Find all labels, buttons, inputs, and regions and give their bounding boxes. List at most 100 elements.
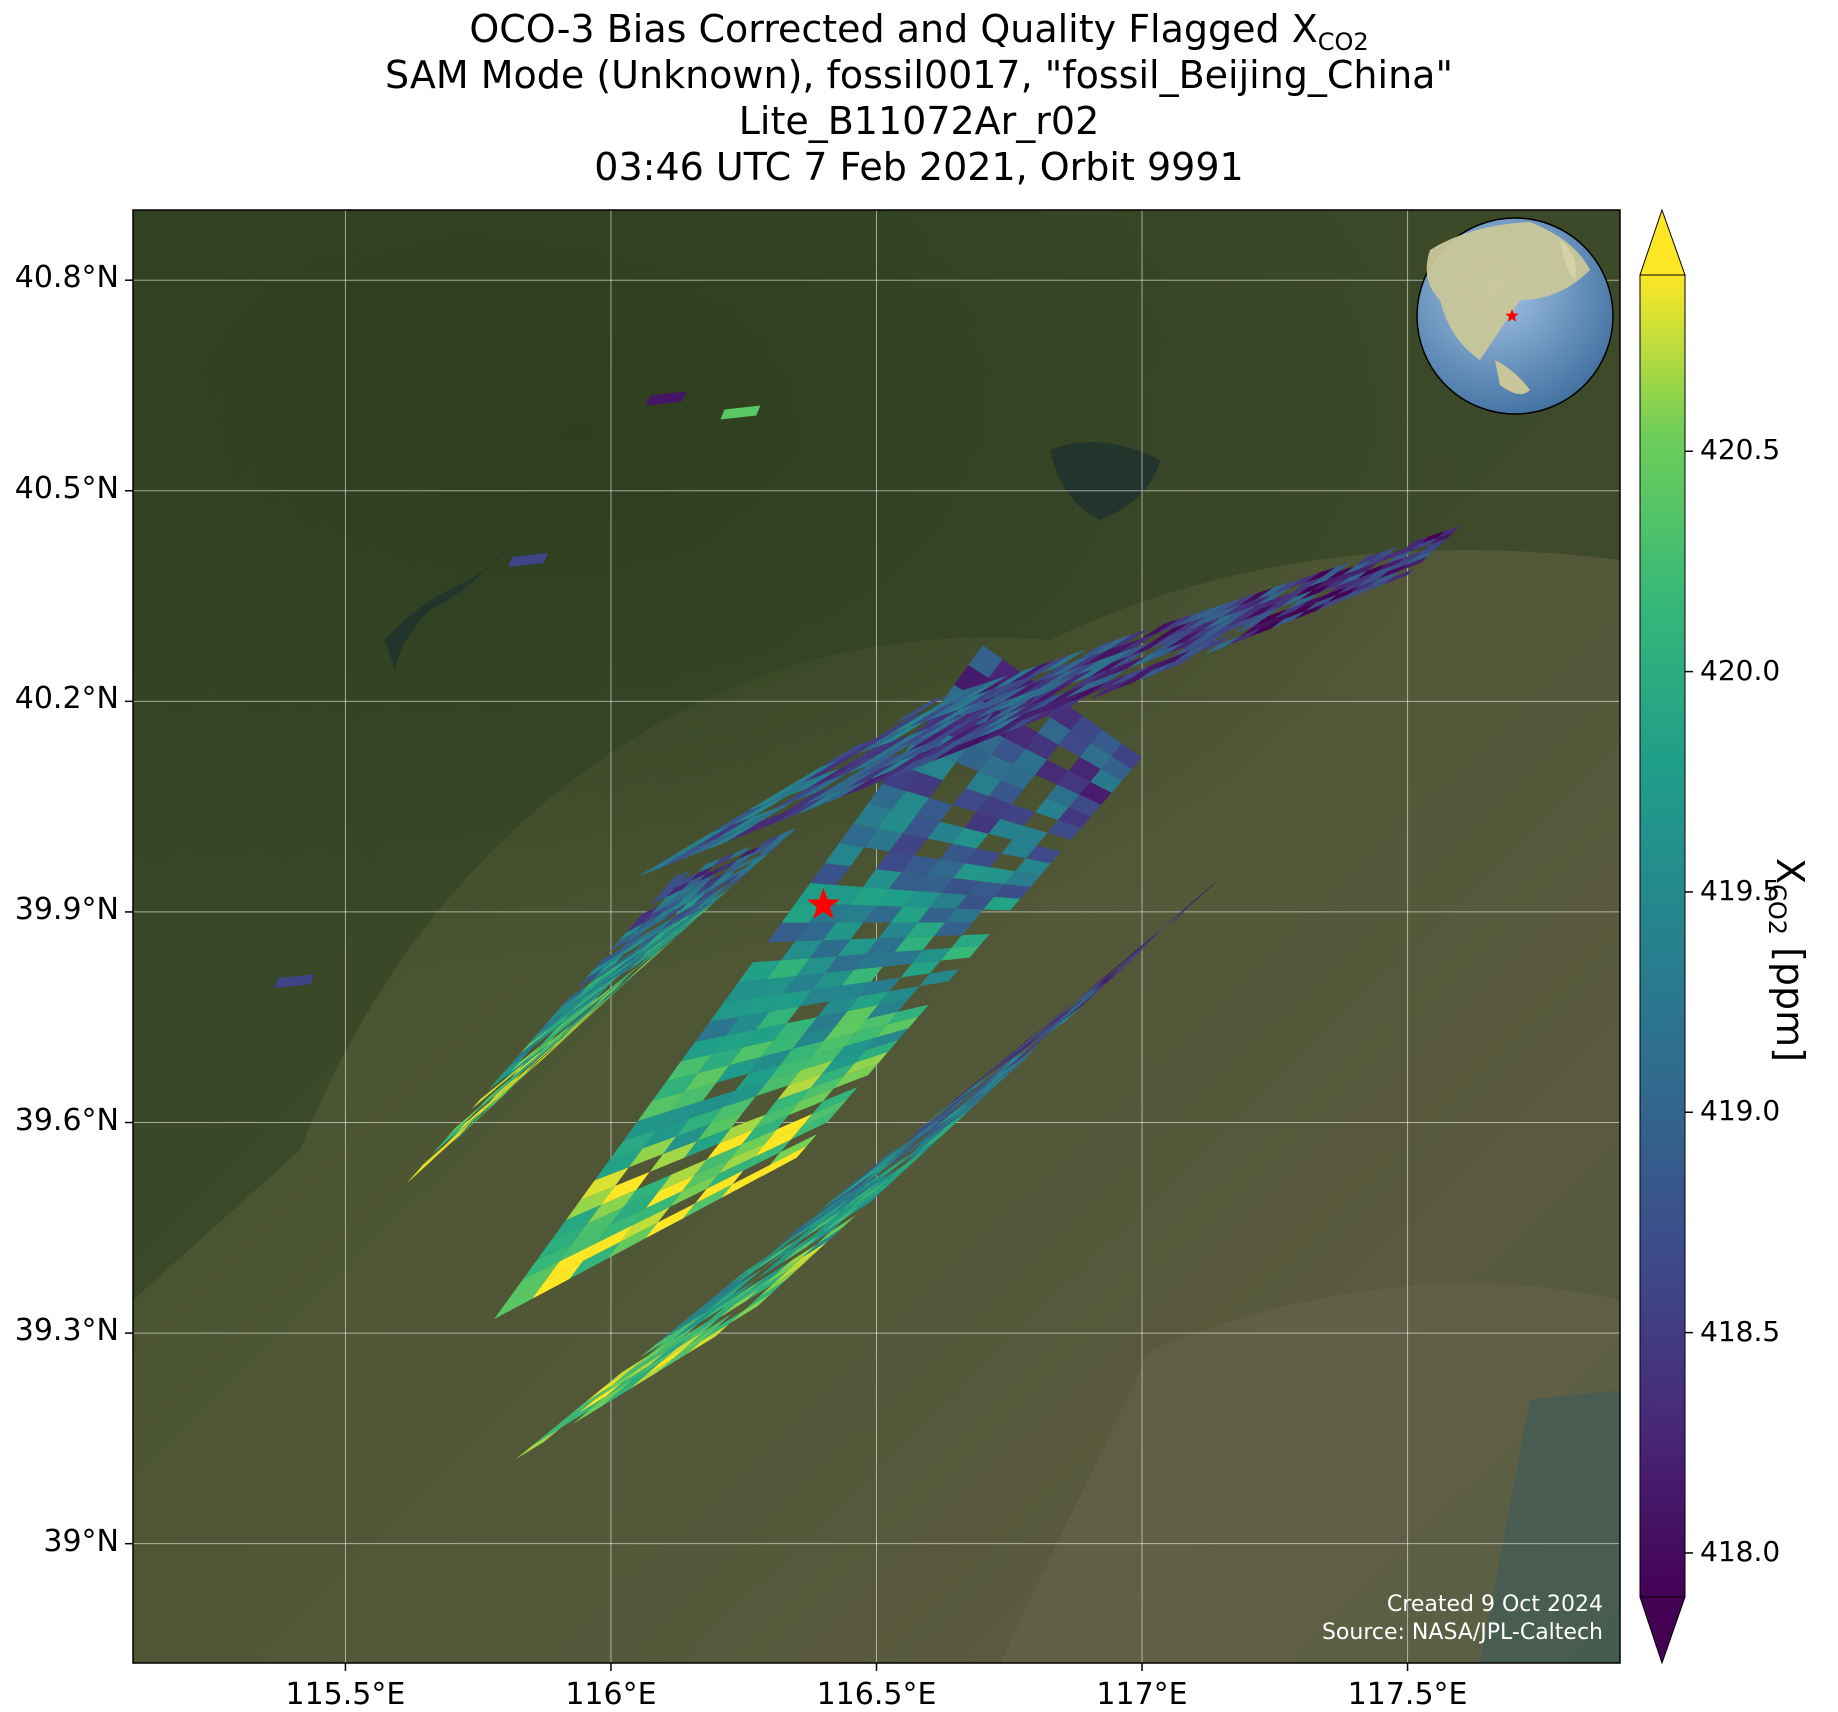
- xco2-pixel: [595, 1368, 640, 1400]
- title-line-4: 03:46 UTC 7 Feb 2021, Orbit 9991: [594, 145, 1244, 189]
- xco2-pixel: [1190, 603, 1227, 622]
- xco2-pixel: [755, 1070, 801, 1097]
- xco2-pixel: [927, 718, 975, 744]
- xco2-pixel: [698, 888, 724, 907]
- xco2-pixel: [440, 1119, 474, 1151]
- xco2-pixel: [890, 1128, 928, 1157]
- xco2-pixel: [656, 1313, 699, 1344]
- xco2-pixel: [742, 1023, 787, 1048]
- xco2-pixel: [861, 1155, 900, 1185]
- xco2-pixel: [874, 1163, 913, 1192]
- xco2-pixel: [781, 902, 823, 923]
- xco2-pixel: [570, 994, 600, 1020]
- xco2-pixel: [1370, 570, 1400, 586]
- xco2-pixel: [1294, 602, 1328, 620]
- xco2-pixel: [1026, 845, 1061, 864]
- colorbar-ticks: [1685, 450, 1693, 1554]
- xco2-pixel: [960, 683, 1009, 709]
- xco2-pixel: [723, 1267, 764, 1298]
- xco2-pixel: [860, 734, 912, 761]
- xco2-pixel: [866, 1165, 904, 1194]
- xco2-pixel: [855, 1039, 899, 1063]
- xco2-pixel: [911, 708, 961, 735]
- xco2-pixel: [1047, 820, 1082, 840]
- xco2-pixel: [647, 930, 675, 952]
- xco2-pixel: [891, 790, 930, 816]
- xco2-pixel: [775, 827, 797, 840]
- xco2-pixel: [997, 1046, 1031, 1074]
- xco2-pixel: [608, 950, 635, 972]
- xco2-pixel: [855, 1011, 898, 1033]
- xco2-pixel: [744, 1280, 786, 1311]
- xco2-pixel: [1090, 678, 1132, 700]
- xco2-pixel: [735, 862, 759, 878]
- xco2-pixel: [1166, 629, 1204, 649]
- xco2-pixel: [1063, 993, 1096, 1021]
- xco2-pixel: [563, 1009, 595, 1037]
- xco2-pixel: [471, 1080, 503, 1110]
- xco2-pixel: [1022, 703, 1066, 726]
- xco2-pixel: [790, 1212, 830, 1242]
- xco2-pixel: [1294, 580, 1326, 597]
- xco2-pixel: [652, 1073, 699, 1101]
- xco2-pixel: [782, 785, 836, 813]
- xco2-pixel: [1032, 675, 1076, 698]
- xco2-pixel: [756, 1249, 797, 1280]
- xco2-pixel: [1287, 592, 1320, 609]
- xco2-pixel: [719, 1114, 766, 1144]
- xco2-pixel: [903, 890, 942, 908]
- xco2-pixel: [838, 733, 892, 761]
- xco2-pixel: [1276, 586, 1309, 604]
- xco2-pixel: [1362, 577, 1393, 593]
- xco2-pixel: [1147, 636, 1186, 656]
- xco2-pixel: [1258, 593, 1291, 610]
- xco2-pixel: [1112, 641, 1152, 663]
- xco2-pixel: [954, 728, 1001, 753]
- xco2-pixel: [927, 821, 965, 844]
- xco2-pixel: [690, 866, 714, 881]
- xco2-pixel: [1221, 605, 1257, 623]
- xco2-pixel: [710, 1096, 756, 1125]
- xco2-pixel: [926, 695, 976, 721]
- xco2-pixel: [684, 880, 709, 897]
- xco2-pixel: [1157, 613, 1196, 634]
- xco2-pixel: [414, 1141, 449, 1175]
- xco2-pixel: [586, 1370, 630, 1402]
- xco2-pixel: [991, 1042, 1026, 1070]
- plot-title: OCO-3 Bias Corrected and Quality Flagged…: [0, 6, 1838, 190]
- xco2-pixel: [956, 1070, 992, 1099]
- map-area[interactable]: [133, 210, 1620, 1663]
- xco2-pixel: [874, 1142, 911, 1171]
- xco2-pixel: [582, 993, 614, 1022]
- xco2-pixel: [447, 1106, 480, 1137]
- marker-layer: [807, 887, 840, 919]
- xco2-pixel: [717, 877, 743, 895]
- xco2-pixel: [1395, 543, 1421, 557]
- xco2-pixel: [894, 1128, 931, 1157]
- xco2-pixel: [769, 1134, 818, 1165]
- xco2-pixel: [1153, 650, 1191, 670]
- xco2-pixel: [812, 1207, 852, 1237]
- xco2-pixel: [787, 768, 841, 797]
- xco2-pixel: [844, 1051, 889, 1076]
- xco2-pixel: [1077, 980, 1110, 1007]
- xco2-pixel: [1283, 602, 1317, 620]
- xco2-pixel: [940, 721, 988, 746]
- xco2-pixel: [1000, 804, 1035, 826]
- xco2-pixel: [650, 888, 675, 905]
- inset-globe: [1416, 217, 1614, 415]
- xco2-pixel: [1027, 683, 1071, 707]
- xco2-pixel: [481, 1080, 514, 1111]
- xco2-pixel: [1027, 1013, 1060, 1041]
- xco2-pixel: [606, 1365, 650, 1397]
- xco2-pixel: [688, 902, 715, 922]
- xco2-pixel: [739, 993, 783, 1017]
- xco2-pixel: [773, 781, 828, 810]
- xco2-pixel: [823, 1184, 862, 1213]
- xco2-pixel: [569, 1241, 621, 1279]
- xco2-pixel: [945, 908, 984, 923]
- xco2-pixel: [479, 1077, 512, 1107]
- xco2-pixel: [666, 881, 691, 897]
- xco2-pixel: [634, 942, 663, 965]
